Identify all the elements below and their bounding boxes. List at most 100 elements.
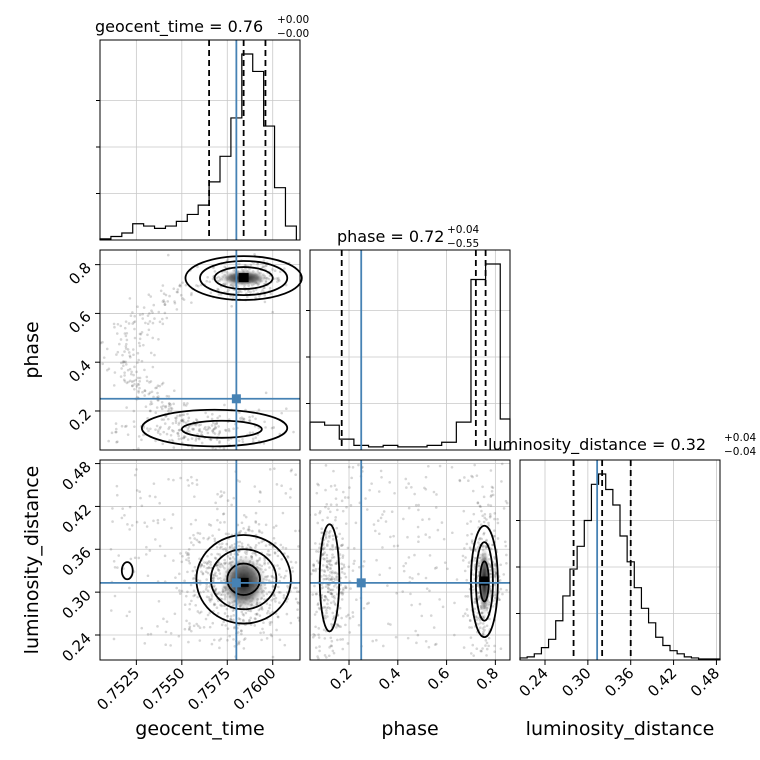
sample-point [156,625,159,628]
sample-point [502,573,506,576]
sample-point [186,552,190,555]
sample-point [325,609,328,612]
sample-point [144,321,147,325]
sample-point [237,439,241,443]
sample-point [201,572,205,576]
sample-point [256,262,259,266]
sample-point [500,462,504,466]
sample-point [469,548,473,552]
sample-point [182,413,186,417]
sample-point [140,504,144,508]
sample-point [208,426,211,430]
sample-point [476,574,479,578]
sample-point [154,411,158,415]
sample-point [145,525,149,528]
panel-frame [99,249,301,451]
sample-point [115,440,118,444]
sample-point [297,590,300,593]
sample-point [207,523,211,526]
sample-point [329,559,333,562]
sample-point [267,579,271,582]
contour-2sigma [210,548,278,611]
sample-point [248,431,252,435]
sample-point [183,627,187,631]
sample-point [258,500,261,503]
sample-point [197,437,201,441]
sample-point [238,640,241,643]
sample-point [218,646,221,650]
sample-point [465,542,469,546]
sample-point [218,414,222,418]
sample-point [242,638,246,641]
sample-point [233,625,237,629]
sample-point [332,555,336,559]
sample-point [325,577,329,581]
sample-point [186,402,189,405]
sample-point [239,529,243,533]
sample-point [167,395,171,398]
sample-point [188,608,191,611]
sample-point [344,586,348,590]
sample-point [132,320,136,324]
sample-point [409,592,412,596]
title-geocent-time: geocent_time = 0.76 [95,17,263,37]
sample-point [151,321,155,325]
sample-point [297,602,300,605]
sample-point [323,594,327,598]
sample-point [262,265,265,269]
sample-point [123,374,126,377]
sample-point [463,476,466,479]
sample-point [167,407,171,411]
sample-point [182,436,185,440]
sample-point [269,633,273,636]
sample-point [224,547,227,550]
sample-point [479,649,483,653]
sample-point [277,573,281,576]
sample-point [303,466,306,469]
y-tick-label: 0.42 [58,501,94,537]
sample-point [124,363,128,366]
sample-point [489,469,493,472]
sample-point [238,411,241,414]
sample-point [249,263,253,267]
sample-point [329,636,333,640]
sample-point [122,364,125,368]
contour-2sigma [474,541,494,622]
sample-point [388,481,391,484]
sample-point [321,586,325,589]
quantile-layer [208,40,632,660]
sample-point [296,600,300,604]
sample-point [125,342,128,346]
sample-point [485,518,488,521]
sample-point [469,652,473,655]
sample-point [392,544,396,548]
sample-point [204,570,208,573]
sample-point [330,622,333,626]
sample-point [110,431,114,435]
sample-point [466,522,469,525]
sample-point [375,558,378,562]
sample-point [339,625,342,629]
sample-point [484,639,488,642]
truth-marker [356,578,366,588]
sample-point [131,348,135,351]
sample-point [172,559,175,562]
sample-point [149,351,153,355]
sample-point [327,577,330,580]
sample-point [313,613,317,616]
sample-point [166,253,170,257]
sample-point [233,626,236,630]
sample-point [195,538,199,542]
sample-point [226,499,230,502]
sample-point [124,334,128,338]
sample-point [332,584,336,588]
sample-point [131,384,134,388]
sample-point [125,381,129,385]
sample-point [183,435,187,439]
sample-point [255,537,258,540]
sample-point [327,540,330,543]
sample-point [209,566,213,570]
sample-point [198,639,202,642]
sample-point [224,429,228,432]
sample-point [209,438,213,442]
